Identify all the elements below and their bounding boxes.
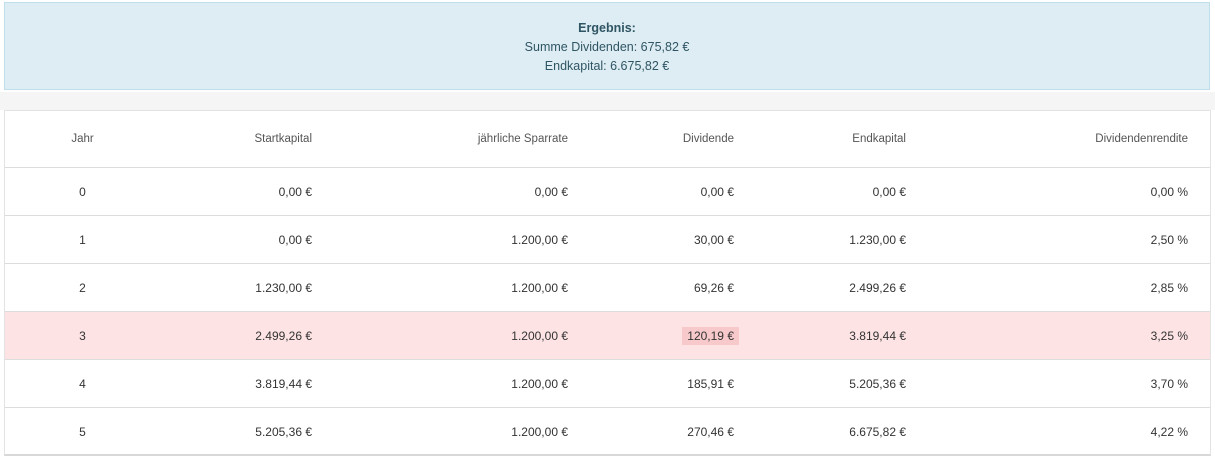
cell-dividend: 30,00 €	[590, 215, 756, 264]
table-row: 5 5.205,36 € 1.200,00 € 270,46 € 6.675,8…	[5, 408, 1210, 456]
cell-year: 1	[5, 215, 160, 264]
table-header-row: Jahr Startkapital jährliche Sparrate Div…	[5, 111, 1210, 168]
header-dividend: Dividende	[590, 111, 756, 168]
cell-dividend: 185,91 €	[590, 359, 756, 408]
cell-annual-savings: 1.200,00 €	[334, 215, 590, 264]
cell-dividend-yield: 0,00 %	[928, 167, 1210, 216]
dividend-table-container: Jahr Startkapital jährliche Sparrate Div…	[4, 110, 1211, 456]
cell-dividend-yield: 3,70 %	[928, 359, 1210, 408]
header-dividend-yield: Dividendenrendite	[928, 111, 1210, 168]
cell-start-capital: 2.499,26 €	[160, 311, 334, 360]
cell-end-capital: 5.205,36 €	[756, 359, 928, 408]
cell-dividend: 120,19 €	[590, 311, 756, 360]
cell-dividend-yield: 2,50 %	[928, 215, 1210, 264]
cell-end-capital: 1.230,00 €	[756, 215, 928, 264]
sum-dividends-text: Summe Dividenden: 675,82 €	[524, 40, 690, 54]
table-row: 2 1.230,00 € 1.200,00 € 69,26 € 2.499,26…	[5, 263, 1210, 312]
cell-start-capital: 1.230,00 €	[160, 263, 334, 312]
result-title: Ergebnis:	[578, 21, 636, 35]
cell-year: 2	[5, 263, 160, 312]
cell-year: 3	[5, 311, 160, 360]
cell-dividend-yield: 2,85 %	[928, 263, 1210, 312]
cell-annual-savings: 1.200,00 €	[334, 311, 590, 360]
cell-dividend: 69,26 €	[590, 263, 756, 312]
cell-dividend-yield: 4,22 %	[1150, 424, 1188, 439]
cell-end-capital: 6.675,82 €	[849, 424, 906, 439]
cell-dividend: 0,00 €	[590, 167, 756, 216]
dividend-table: Jahr Startkapital jährliche Sparrate Div…	[5, 111, 1210, 455]
cell-annual-savings: 0,00 €	[334, 167, 590, 216]
table-row: 0 0,00 € 0,00 € 0,00 € 0,00 € 0,00 %	[5, 167, 1210, 216]
cell-start-capital: 0,00 €	[160, 167, 334, 216]
cell-end-capital: 2.499,26 €	[756, 263, 928, 312]
cell-start-capital: 5.205,36 €	[255, 424, 312, 439]
result-summary-box: Ergebnis: Summe Dividenden: 675,82 € End…	[4, 2, 1210, 90]
header-start-capital: Startkapital	[160, 111, 334, 168]
cell-start-capital: 0,00 €	[160, 215, 334, 264]
highlighted-dividend-value: 120,19 €	[682, 326, 739, 345]
cell-dividend-yield: 3,25 %	[928, 311, 1210, 360]
cell-year: 5	[79, 424, 86, 439]
header-end-capital: Endkapital	[756, 111, 928, 168]
table-row: 4 3.819,44 € 1.200,00 € 185,91 € 5.205,3…	[5, 359, 1210, 408]
header-annual-savings: jährliche Sparrate	[334, 111, 590, 168]
cell-start-capital: 3.819,44 €	[160, 359, 334, 408]
header-year: Jahr	[5, 111, 160, 168]
end-capital-text: Endkapital: 6.675,82 €	[544, 59, 670, 73]
cell-annual-savings: 1.200,00 €	[334, 263, 590, 312]
cell-annual-savings: 1.200,00 €	[511, 424, 568, 439]
table-row-highlighted: 3 2.499,26 € 1.200,00 € 120,19 € 3.819,4…	[5, 311, 1210, 360]
cell-year: 4	[5, 359, 160, 408]
cell-end-capital: 3.819,44 €	[756, 311, 928, 360]
table-row: 1 0,00 € 1.200,00 € 30,00 € 1.230,00 € 2…	[5, 215, 1210, 264]
section-divider	[0, 92, 1215, 110]
cell-year: 0	[5, 167, 160, 216]
cell-annual-savings: 1.200,00 €	[334, 359, 590, 408]
cell-end-capital: 0,00 €	[756, 167, 928, 216]
cell-dividend: 270,46 €	[687, 424, 734, 439]
